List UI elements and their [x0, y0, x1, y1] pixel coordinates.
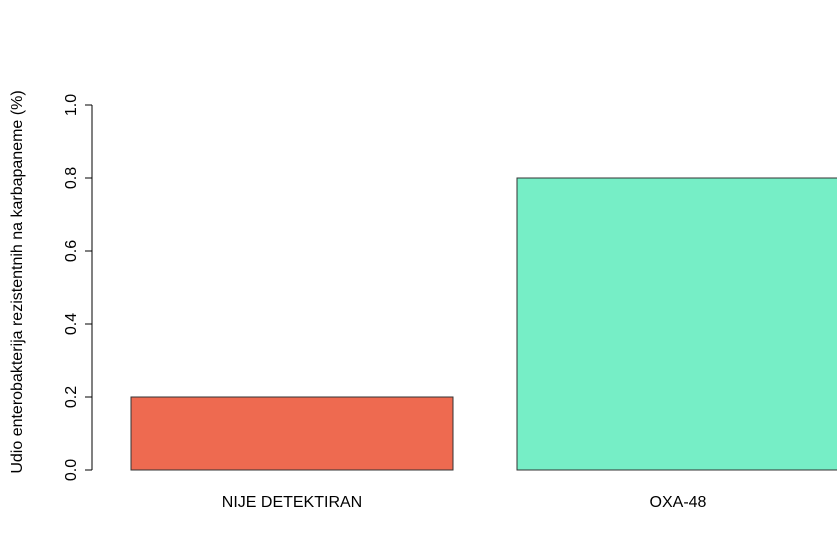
x-tick-label: OXA-48	[650, 494, 707, 511]
y-tick-label: 1.0	[63, 94, 80, 116]
bar	[516, 177, 837, 471]
x-tick-label: NIJE DETEKTIRAN	[222, 494, 362, 511]
y-tick-label: 0.4	[63, 313, 80, 335]
y-tick-label: 0.6	[63, 240, 80, 262]
y-axis-label: Udio enterobakterija rezistentnih na kar…	[9, 90, 26, 473]
bar	[130, 396, 454, 471]
y-tick-label: 0.2	[63, 386, 80, 408]
y-tick-label: 0.8	[63, 167, 80, 189]
y-tick-label: 0.0	[63, 459, 80, 481]
